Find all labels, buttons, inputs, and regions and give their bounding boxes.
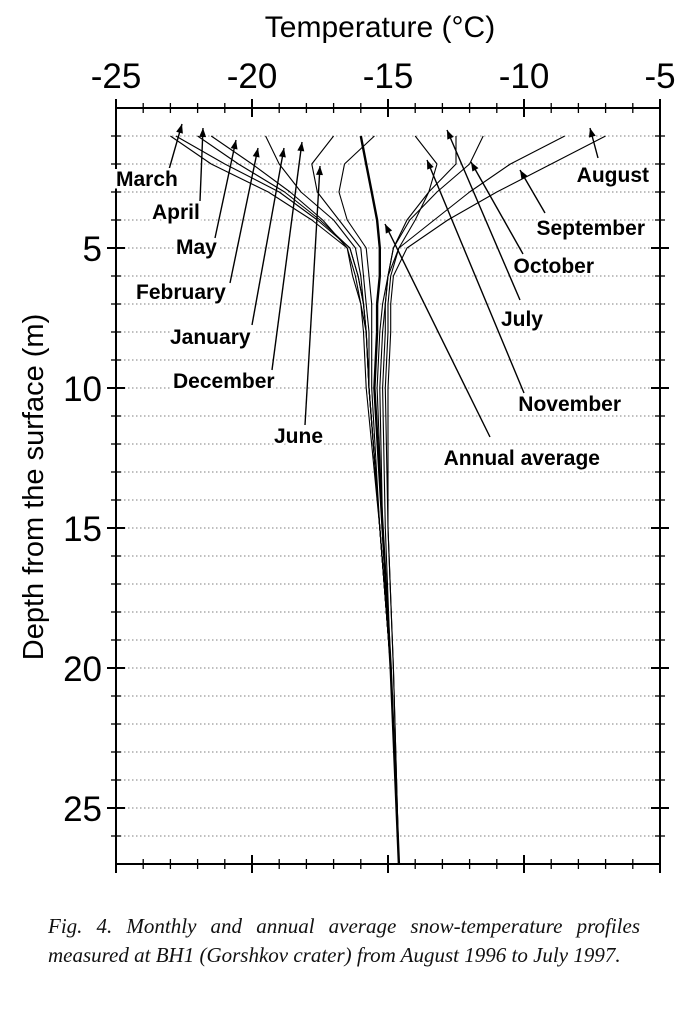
series-lines — [170, 135, 606, 865]
annotation-arrow-december — [271, 141, 303, 371]
annotation-arrow-annual-average — [384, 223, 491, 438]
annotation-arrowhead-january — [278, 148, 286, 158]
annotation-label-halo-may: May — [176, 236, 217, 259]
x-tick-labels: -25 -20 -15 -10 -5 — [91, 57, 676, 96]
annotation-arrow-april — [199, 127, 204, 202]
annotation-label-halo-february: February — [136, 281, 226, 304]
annotation-label-halo-september: September — [536, 217, 645, 240]
y-tick-label: 5 — [83, 230, 102, 269]
annotation-arrowhead-october — [471, 162, 479, 172]
annotation-arrows — [167, 123, 599, 438]
annotation-label-halo-april: April — [152, 201, 200, 224]
x-tick-label: -25 — [91, 57, 142, 96]
annotation-arrowhead-annual-average — [385, 224, 393, 234]
annotation-arrow-february — [229, 147, 259, 284]
annotation-label-halo-july: July — [501, 308, 543, 331]
annotation-arrowhead-april — [199, 128, 207, 138]
annotation-label-october: October — [513, 255, 594, 278]
plot-frame — [115, 107, 661, 865]
figure-caption: Fig. 4. Monthly and annual average snow-… — [48, 914, 640, 967]
annotation-label-april: April — [152, 201, 200, 224]
y-tick-label: 20 — [63, 650, 102, 689]
annotation-label-september: September — [536, 217, 645, 240]
annotation-label-halo-october: October — [513, 255, 594, 278]
annotation-arrowhead-november — [427, 160, 434, 170]
annotation-arrowhead-july — [447, 130, 454, 140]
annotation-label-halo-june: June — [274, 425, 323, 448]
annotation-label-june: June — [274, 425, 323, 448]
annotation-label-december: December — [173, 370, 275, 393]
annotation-arrow-january — [251, 147, 285, 326]
annotation-label-halo-august: August — [577, 164, 649, 187]
x-axis-title: Temperature (°C) — [265, 11, 495, 44]
annotation-label-february: February — [136, 281, 226, 304]
annotation-label-halo-december: December — [173, 370, 275, 393]
annotation-label-halo-march: March — [116, 168, 178, 191]
x-tick-label: -20 — [227, 57, 278, 96]
y-tick-label: 25 — [63, 790, 102, 829]
grid-lines — [116, 135, 660, 837]
annotation-label-august: August — [577, 164, 649, 187]
y-tick-label: 15 — [63, 510, 102, 549]
annotation-arrowhead-may — [230, 140, 238, 150]
annotation-arrow-may — [214, 139, 237, 239]
annotation-arrow-october — [470, 161, 524, 255]
annotation-label-halo-annual-average: Annual average — [444, 447, 600, 470]
annotation-arrow-november — [426, 159, 525, 394]
annotation-label-march: March — [116, 168, 178, 191]
annotation-arrowhead-august — [588, 128, 596, 138]
annotation-arrowhead-december — [297, 142, 305, 152]
annotation-label-january: January — [170, 326, 251, 349]
y-tick-labels: 5 10 15 20 25 — [63, 230, 102, 829]
annotation-label-halo-january: January — [170, 326, 251, 349]
series-line-september — [384, 135, 566, 865]
annotation-arrowhead-march — [176, 124, 183, 134]
annotation-arrowhead-september — [520, 170, 528, 180]
annotation-labels: MarchMarchAprilAprilMayMayFebruaryFebrua… — [114, 162, 652, 473]
y-axis-title: Depth from the surface (m) — [18, 314, 50, 661]
y-tick-label: 10 — [63, 370, 102, 409]
annotation-label-annual-average: Annual average — [444, 447, 600, 470]
x-tick-label: -10 — [499, 57, 550, 96]
x-tick-label: -15 — [363, 57, 414, 96]
annotation-label-july: July — [501, 308, 543, 331]
annotation-label-november: November — [518, 393, 621, 416]
annotation-arrowhead-june — [315, 166, 323, 176]
series-line-march — [170, 135, 400, 865]
annotation-arrow-june — [304, 165, 321, 426]
annotation-arrowhead-february — [252, 148, 260, 158]
annotation-label-halo-november: November — [518, 393, 621, 416]
annotation-arrow-july — [446, 129, 521, 301]
x-tick-label: -5 — [644, 57, 675, 96]
series-line-annual-average — [359, 135, 401, 865]
annotation-label-may: May — [176, 236, 217, 259]
